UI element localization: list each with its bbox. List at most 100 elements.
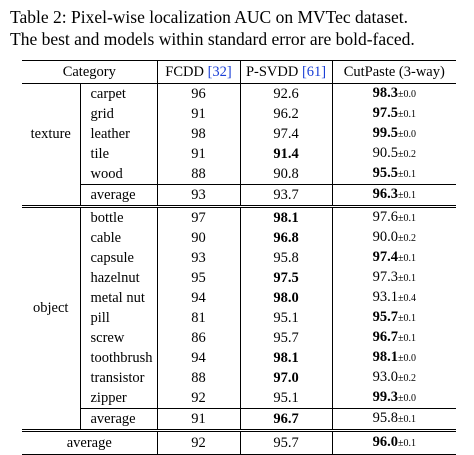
category-name: leather [79, 124, 158, 144]
score: 93.0 [372, 369, 398, 385]
category-name: pill [79, 308, 158, 328]
score: 96.7 [273, 411, 299, 427]
std-error: ±0.2 [397, 373, 416, 384]
category-name: zipper [79, 388, 158, 409]
score-cell: 93.1±0.4 [331, 288, 457, 308]
score: 90.8 [273, 166, 299, 182]
score-cell: 93.0±0.2 [331, 368, 457, 388]
data-row: zipper 92 95.1 99.3±0.0 [22, 388, 457, 409]
score: 96.3 [372, 186, 398, 202]
category-name: grid [79, 104, 158, 124]
score-cell: 97.4 [239, 124, 333, 144]
score: 92.6 [273, 86, 299, 102]
score: 96.8 [273, 230, 299, 246]
score-cell: 97.6±0.1 [331, 206, 457, 228]
score-cell: 98.3±0.0 [331, 83, 457, 104]
score: 95.7 [273, 330, 299, 346]
score-cell: 90.0±0.2 [331, 228, 457, 248]
std-error: ±0.1 [397, 414, 416, 425]
score: 81 [191, 310, 206, 326]
score: 95.7 [372, 309, 398, 325]
category-name: average [79, 184, 158, 208]
data-row: tile 91 91.4 90.5±0.2 [22, 144, 457, 164]
data-row: toothbrush 94 98.1 98.1±0.0 [22, 348, 457, 368]
score: 95.7 [273, 435, 299, 451]
data-row: object bottle 97 98.1 97.6±0.1 [22, 206, 457, 316]
std-error: ±0.0 [397, 89, 416, 100]
caption-line: Table 2: Pixel-wise localization AUC on … [10, 7, 409, 27]
method-name: P-SVDD [245, 64, 299, 80]
score: 91 [191, 411, 206, 427]
std-error: ±0.1 [397, 190, 416, 201]
score-cell: 92.6 [239, 83, 333, 104]
score: 96.2 [273, 106, 299, 122]
score: 92 [191, 435, 206, 451]
score: 95.8 [273, 250, 299, 266]
data-row: cable 90 96.8 90.0±0.2 [22, 228, 457, 248]
std-error: ±0.1 [397, 313, 416, 324]
score: 95 [191, 270, 206, 286]
score: 97.4 [273, 126, 299, 142]
page: Table 2: Pixel-wise localization AUC on … [10, 6, 470, 455]
score-cell: 92 [156, 430, 241, 455]
std-error: ±0.1 [397, 109, 416, 120]
data-row: texture carpet 96 92.6 98.3±0.0 [22, 83, 457, 142]
score-cell: 98.1±0.0 [331, 348, 457, 368]
score-cell: 93 [156, 248, 241, 268]
method-name: FCDD [165, 64, 204, 80]
std-error: ±0.4 [397, 293, 416, 304]
score: 88 [191, 370, 206, 386]
category-name: carpet [79, 83, 158, 104]
category-name: screw [79, 328, 158, 348]
score: 93 [191, 250, 206, 266]
header-cell: CutPaste (3-way) [331, 60, 457, 84]
score: 99.5 [372, 125, 398, 141]
std-error: ±0.1 [397, 253, 416, 264]
header-cell: Category [22, 60, 158, 84]
overall-row: average 92 95.7 96.0±0.1 [22, 430, 457, 455]
score-cell: 97.5±0.1 [331, 104, 457, 124]
group-label: object [33, 300, 69, 317]
score-cell: 98.0 [239, 288, 333, 308]
score-cell: 99.3±0.0 [331, 388, 457, 409]
caption: Table 2: Pixel-wise localization AUC on … [10, 6, 470, 50]
score: 86 [191, 330, 206, 346]
score-cell: 97.3±0.1 [331, 268, 457, 288]
score: 93.7 [273, 187, 299, 203]
score-cell: 88 [156, 368, 241, 388]
data-row: capsule 93 95.8 97.4±0.1 [22, 248, 457, 268]
score: 98.1 [372, 349, 398, 365]
score-cell: 98.1 [239, 348, 333, 368]
score-cell: 91 [156, 408, 241, 432]
score: 95.8 [372, 410, 398, 426]
std-error: ±0.0 [397, 353, 416, 364]
score: 93.1 [372, 289, 398, 305]
score-cell: 97 [156, 206, 241, 228]
score-cell: 95 [156, 268, 241, 288]
average-row: average 93 93.7 96.3±0.1 [22, 184, 457, 208]
score: 97.3 [372, 269, 398, 285]
score-cell: 92 [156, 388, 241, 409]
score: 98.1 [273, 210, 299, 226]
score-cell: 96 [156, 83, 241, 104]
score-cell: 86 [156, 328, 241, 348]
score: 91 [191, 146, 206, 162]
score: 93 [191, 187, 206, 203]
score: 95.1 [273, 310, 299, 326]
score-cell: 93 [156, 184, 241, 208]
std-error: ±0.1 [397, 438, 416, 449]
score: 96.7 [372, 329, 398, 345]
score-cell: 95.7±0.1 [331, 308, 457, 328]
category-name: metal nut [79, 288, 158, 308]
score: 98.1 [273, 350, 299, 366]
score-cell: 96.0±0.1 [331, 430, 457, 455]
score: 91.4 [273, 146, 299, 162]
category-name: toothbrush [79, 348, 158, 368]
score-cell: 95.5±0.1 [331, 164, 457, 185]
score-cell: 95.7 [239, 430, 333, 455]
score: 90 [191, 230, 206, 246]
score-cell: 96.8 [239, 228, 333, 248]
score-cell: 98.1 [239, 206, 333, 228]
score-cell: 97.4±0.1 [331, 248, 457, 268]
score: 88 [191, 166, 206, 182]
